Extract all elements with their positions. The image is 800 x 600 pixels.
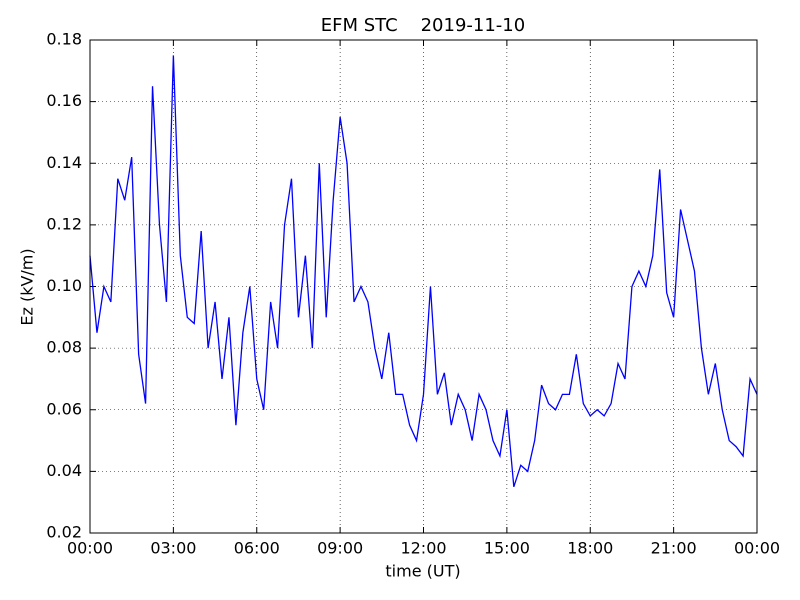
y-tick-label: 0.14 bbox=[46, 153, 82, 172]
x-tick-label: 18:00 bbox=[567, 539, 613, 558]
x-tick-label: 00:00 bbox=[734, 539, 780, 558]
plot-frame bbox=[89, 39, 758, 534]
x-tick-label: 00:00 bbox=[67, 539, 113, 558]
y-tick-label: 0.06 bbox=[46, 399, 82, 418]
y-tick-label: 0.12 bbox=[46, 214, 82, 233]
x-tick-label: 21:00 bbox=[651, 539, 697, 558]
y-tick-label: 0.16 bbox=[46, 91, 82, 110]
x-tick-label: 03:00 bbox=[150, 539, 196, 558]
x-tick-label: 09:00 bbox=[317, 539, 363, 558]
y-tick-label: 0.04 bbox=[46, 461, 82, 480]
x-tick-label: 15:00 bbox=[484, 539, 530, 558]
x-tick-label: 12:00 bbox=[400, 539, 446, 558]
y-tick-label: 0.08 bbox=[46, 338, 82, 357]
y-tick-label: 0.10 bbox=[46, 276, 82, 295]
x-axis-label: time (UT) bbox=[385, 562, 460, 581]
y-tick-label: 0.02 bbox=[46, 523, 82, 542]
x-tick-label: 06:00 bbox=[234, 539, 280, 558]
chart-title: EFM STC 2019-11-10 bbox=[321, 15, 525, 36]
y-axis-label: Ez (kV/m) bbox=[18, 248, 37, 325]
y-tick-label: 0.18 bbox=[46, 30, 82, 49]
data-line bbox=[89, 55, 758, 487]
